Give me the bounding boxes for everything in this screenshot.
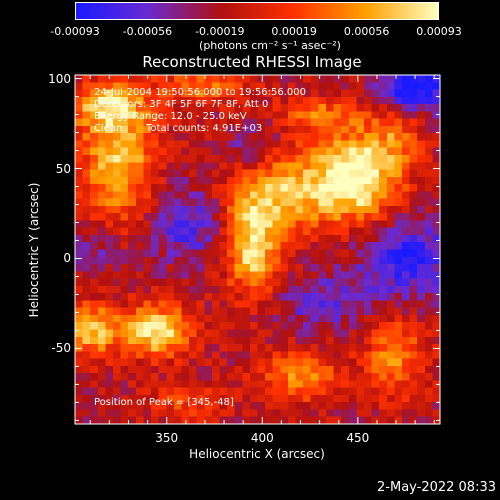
- y-tick-label: -50: [51, 341, 71, 356]
- colorbar-tick-label: -0.00093: [50, 25, 100, 38]
- x-axis-label: Heliocentric X (arcsec): [189, 447, 325, 461]
- annotation-total-counts: Total counts: 4.91E+03: [146, 123, 263, 134]
- plot-frame: [74, 74, 441, 425]
- x-tick-label: 350: [155, 431, 179, 445]
- colorbar: [75, 2, 439, 20]
- colorbar-tick-label: -0.00056: [122, 25, 173, 38]
- chart-title: Reconstructed RHESSI Image: [142, 53, 362, 71]
- annotation-algorithm: Clean: [94, 123, 123, 134]
- y-tick-label: 50: [55, 161, 71, 176]
- colorbar-tick-label: -0.00019: [195, 25, 245, 38]
- annotation-detectors: Detectors: 3F 4F 5F 6F 7F 8F, Att 0: [94, 99, 269, 110]
- y-tick-label: 100: [48, 71, 71, 86]
- annotation-energy-range: Energy Range: 12.0 - 25.0 keV: [94, 111, 247, 122]
- y-axis-label: Heliocentric Y (arcsec): [27, 182, 41, 318]
- x-tick-label: 400: [250, 431, 274, 445]
- colorbar-tick-label: 0.00093: [416, 25, 462, 38]
- y-tick-label: 0: [63, 251, 71, 266]
- tick-marks: [75, 75, 440, 424]
- heatmap-image: [75, 75, 440, 424]
- annotation-peak-position: Position of Peak = [345,-48]: [94, 397, 234, 408]
- colorbar-tick-label: 0.00056: [343, 25, 390, 38]
- datestamp: 2-May-2022 08:33: [377, 480, 496, 495]
- colorbar-tick-label: 0.00019: [271, 25, 317, 38]
- x-tick-label: 450: [346, 431, 370, 445]
- annotation-time-range: 24-Jul-2004 19:50:56.000 to 19:56:56.000: [94, 87, 306, 98]
- colorbar-label: (photons cm⁻² s⁻¹ asec⁻²): [199, 39, 341, 52]
